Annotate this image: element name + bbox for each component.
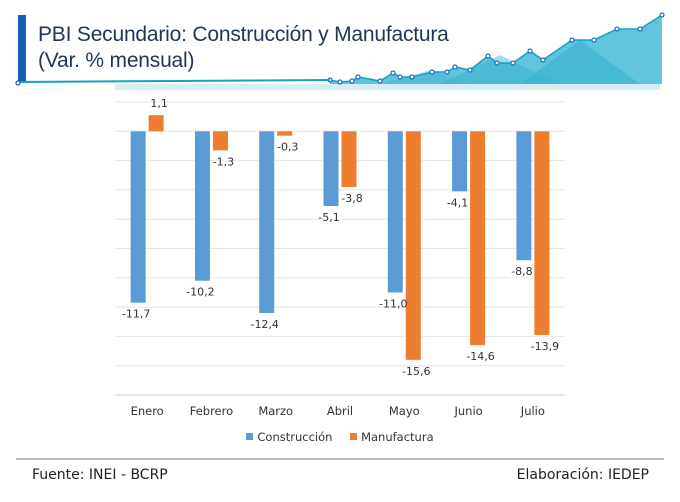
data-label: -8,8 [511,265,532,278]
chart-subtitle: (Var. % mensual) [38,49,195,72]
data-label: -14,6 [466,350,494,363]
header-deco-dot [377,78,383,84]
source-note: Fuente: INEI - BCRP [32,467,168,483]
data-label: -12,4 [250,318,278,331]
chart-title-line1: PBI Secundario: Construcción y Manufactu… [38,23,449,46]
x-tick-label: Marzo [258,404,293,418]
credit-note: Elaboración: IEDEP [516,467,649,483]
data-label: -5,1 [318,211,339,224]
bar-manufactura [212,131,228,151]
bar-construccion [516,131,532,261]
x-tick-label: Enero [131,404,164,418]
chart-title: PBI Secundario: Construcción y Manufactu… [38,22,449,74]
header-deco-dot [569,37,575,43]
x-tick-label: Abril [327,404,353,418]
bar-construccion [387,131,403,293]
bars [130,115,550,360]
bar-construccion [452,131,468,192]
legend-item-manufactura: Manufactura [350,430,434,444]
legend-swatch-construccion [246,433,254,440]
legend-swatch-manufactura [350,433,358,440]
bar-manufactura [534,131,550,335]
header-deco-dot [591,37,597,43]
data-label: -3,8 [341,192,362,205]
bar-construccion [130,131,146,303]
x-tick-label: Julio [520,404,545,418]
data-label: -0,3 [277,141,298,154]
bar-manufactura [470,131,486,346]
header-deco-dot [452,64,458,70]
x-tick-label: Febrero [190,404,233,418]
bar-manufactura [148,115,164,132]
x-tick-label: Mayo [389,404,420,418]
header-deco-dot [397,74,403,80]
bar-manufactura [405,131,421,360]
header-deco-dot [659,12,665,18]
header-deco-band [115,84,660,90]
header-deco-dot [614,26,620,32]
header-deco-dot [349,78,355,84]
data-label: -11,0 [379,297,407,310]
data-label: -4,1 [447,196,468,209]
data-label: -1,3 [213,155,234,168]
header-deco-dot [444,69,450,75]
legend: Construcción Manufactura [0,429,680,444]
x-tick-label: Junio [453,404,482,418]
gridlines [115,101,565,396]
data-label: -11,7 [122,308,150,321]
header-baseline-dot [15,80,21,86]
header-baseline [17,79,331,83]
header-deco-dot [485,53,491,59]
header-deco-dot [510,60,516,66]
data-label: 1,1 [150,97,168,110]
header-deco-dot [540,57,546,63]
data-labels: -11,7 1,1 -10,2 -1,3 -12,4 -0,3 -5,1-3,8 -11,0 -… [122,97,559,378]
header-deco-dot [527,48,533,54]
header-deco-dot [390,70,396,76]
data-label: -15,6 [402,365,430,378]
legend-item-construccion: Construcción [246,430,332,444]
header-deco-dot [637,26,643,32]
header-decoration [15,12,665,90]
data-label: -10,2 [186,286,214,299]
legend-label-manufactura: Manufactura [361,429,434,444]
header-deco-dot [355,74,361,80]
header-deco-dot [467,67,473,73]
bar-construccion [194,131,210,281]
bar-construccion [259,131,275,313]
bar-manufactura [341,131,357,187]
header-deco-area [330,15,662,84]
x-axis-tick-labels: Enero Febrero Marzo Abril Mayo Junio Julio [131,404,545,418]
header-deco-dot [429,69,435,75]
data-label: -13,9 [531,340,559,353]
header-deco-dot [494,60,500,66]
header-deco-dot [337,79,343,85]
footer-divider [16,458,664,460]
bar-manufactura [277,131,293,136]
header-deco-dot [409,74,415,80]
bar-construccion [323,131,339,207]
header-deco-line [329,14,663,83]
title-accent-bar [18,15,26,82]
legend-label-construccion: Construcción [257,429,333,444]
